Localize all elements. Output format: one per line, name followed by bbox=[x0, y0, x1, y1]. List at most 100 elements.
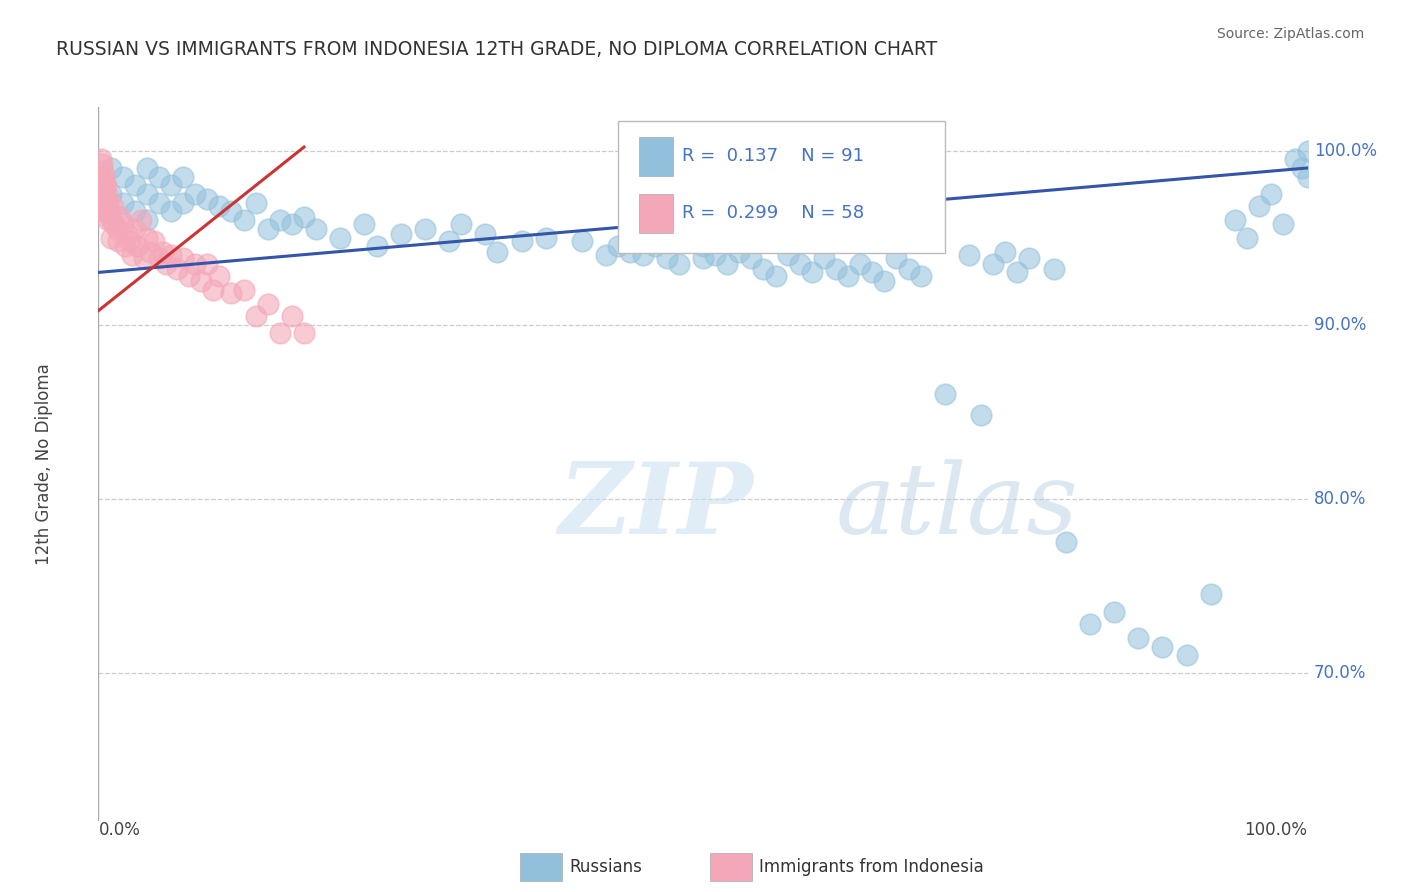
Point bbox=[1296, 144, 1319, 158]
Point bbox=[100, 230, 122, 244]
Point bbox=[184, 257, 207, 271]
Point bbox=[155, 257, 177, 271]
Text: 80.0%: 80.0% bbox=[1313, 490, 1367, 508]
Point bbox=[728, 244, 751, 259]
Point bbox=[957, 248, 980, 262]
Point bbox=[269, 326, 291, 341]
Point bbox=[135, 187, 157, 202]
Point bbox=[1260, 187, 1282, 202]
Point bbox=[91, 204, 114, 219]
Point bbox=[631, 248, 654, 262]
Point bbox=[1284, 153, 1306, 167]
Point bbox=[1018, 252, 1040, 266]
Point bbox=[111, 169, 134, 184]
Point bbox=[849, 257, 872, 271]
Point bbox=[100, 161, 122, 175]
Point bbox=[655, 252, 678, 266]
Point bbox=[704, 248, 727, 262]
Point bbox=[765, 268, 787, 283]
Point bbox=[353, 217, 375, 231]
Point bbox=[124, 178, 146, 193]
Point bbox=[1078, 617, 1101, 632]
Point bbox=[281, 217, 304, 231]
Text: R =  0.299    N = 58: R = 0.299 N = 58 bbox=[682, 204, 865, 222]
Point bbox=[934, 387, 956, 401]
Point bbox=[93, 199, 115, 213]
Point bbox=[534, 230, 557, 244]
Bar bbox=[638, 137, 673, 177]
Point bbox=[190, 274, 212, 288]
Point bbox=[166, 261, 188, 276]
Point bbox=[160, 178, 183, 193]
Point bbox=[897, 261, 920, 276]
Point bbox=[752, 261, 775, 276]
Point bbox=[269, 213, 291, 227]
Point bbox=[413, 222, 436, 236]
Text: R =  0.137    N = 91: R = 0.137 N = 91 bbox=[682, 147, 865, 165]
Point bbox=[860, 265, 883, 279]
Point bbox=[148, 195, 170, 210]
FancyBboxPatch shape bbox=[619, 121, 945, 253]
Point bbox=[103, 217, 125, 231]
Point bbox=[813, 252, 835, 266]
Point bbox=[305, 222, 328, 236]
Point bbox=[668, 257, 690, 271]
Point bbox=[134, 252, 156, 266]
Point bbox=[107, 234, 129, 248]
Point bbox=[994, 244, 1017, 259]
Point bbox=[100, 187, 122, 202]
Point bbox=[631, 230, 654, 244]
Point bbox=[105, 222, 128, 236]
Point bbox=[740, 252, 762, 266]
Point bbox=[221, 286, 243, 301]
Point bbox=[97, 213, 120, 227]
Point bbox=[1272, 217, 1295, 231]
Point bbox=[90, 169, 112, 184]
Point bbox=[1249, 199, 1271, 213]
Point bbox=[91, 175, 114, 189]
Point bbox=[100, 213, 122, 227]
Point bbox=[98, 204, 121, 219]
Point bbox=[221, 204, 243, 219]
Text: RUSSIAN VS IMMIGRANTS FROM INDONESIA 12TH GRADE, NO DIPLOMA CORRELATION CHART: RUSSIAN VS IMMIGRANTS FROM INDONESIA 12T… bbox=[56, 40, 938, 59]
Point bbox=[121, 248, 143, 262]
Point bbox=[281, 309, 304, 323]
Point bbox=[716, 257, 738, 271]
Point bbox=[91, 178, 114, 193]
Point bbox=[91, 187, 114, 202]
Point bbox=[329, 230, 352, 244]
Point bbox=[139, 244, 162, 259]
Point bbox=[135, 230, 157, 244]
Point bbox=[692, 239, 714, 253]
Point bbox=[1128, 631, 1150, 645]
Text: ZIP: ZIP bbox=[558, 458, 752, 555]
Point bbox=[195, 257, 218, 271]
Point bbox=[825, 261, 848, 276]
Point bbox=[474, 227, 496, 241]
Point bbox=[692, 252, 714, 266]
Point bbox=[172, 252, 194, 266]
Text: 70.0%: 70.0% bbox=[1313, 664, 1367, 681]
Point bbox=[93, 187, 115, 202]
Point bbox=[789, 257, 811, 271]
Point bbox=[1296, 169, 1319, 184]
Point bbox=[160, 204, 183, 219]
Point bbox=[172, 169, 194, 184]
Point bbox=[292, 210, 315, 224]
Point bbox=[619, 244, 641, 259]
Point bbox=[1199, 587, 1222, 601]
Point bbox=[202, 283, 225, 297]
Point bbox=[93, 169, 115, 184]
Point bbox=[91, 157, 114, 171]
Point bbox=[571, 234, 593, 248]
Point bbox=[111, 217, 134, 231]
Point bbox=[245, 195, 267, 210]
Point bbox=[195, 192, 218, 206]
Point bbox=[1042, 261, 1064, 276]
Text: Russians: Russians bbox=[569, 858, 643, 876]
Point bbox=[245, 309, 267, 323]
Text: 100.0%: 100.0% bbox=[1313, 142, 1376, 160]
Point bbox=[232, 283, 254, 297]
Point bbox=[910, 268, 932, 283]
Point bbox=[148, 169, 170, 184]
